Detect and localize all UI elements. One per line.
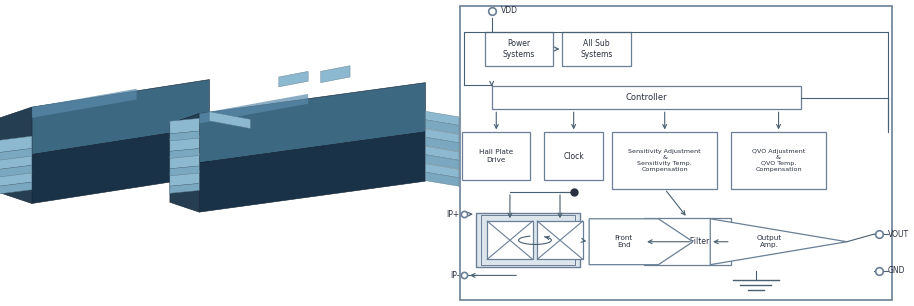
Bar — [544, 132, 603, 180]
Text: Clock: Clock — [563, 151, 584, 161]
Bar — [482, 215, 575, 265]
Polygon shape — [170, 136, 199, 151]
Bar — [460, 6, 892, 300]
Polygon shape — [425, 129, 459, 143]
Text: IP-: IP- — [451, 271, 460, 280]
Bar — [612, 132, 717, 189]
Text: IP+: IP+ — [447, 210, 460, 219]
Polygon shape — [32, 80, 209, 155]
Text: Power
Systems: Power Systems — [503, 39, 536, 59]
Polygon shape — [199, 83, 425, 163]
Bar — [537, 221, 583, 259]
Polygon shape — [321, 66, 350, 83]
Text: Controller: Controller — [626, 93, 667, 103]
Polygon shape — [590, 219, 693, 265]
Bar — [644, 218, 731, 266]
Bar — [476, 214, 580, 267]
Polygon shape — [170, 114, 199, 212]
Polygon shape — [170, 118, 199, 134]
Text: VOUT: VOUT — [887, 230, 909, 239]
Bar — [487, 221, 533, 259]
Bar — [485, 32, 553, 66]
Text: QVO Adjustment
&
QVO Temp.
Compensation: QVO Adjustment & QVO Temp. Compensation — [752, 149, 805, 173]
Polygon shape — [170, 148, 199, 158]
Polygon shape — [199, 94, 308, 123]
Text: Sensitivity Adjustment
&
Sensitivity Temp.
Compensation: Sensitivity Adjustment & Sensitivity Tem… — [629, 149, 701, 173]
Text: Hall Plate
Drive: Hall Plate Drive — [479, 149, 514, 163]
Polygon shape — [279, 71, 308, 87]
Polygon shape — [170, 183, 199, 193]
Polygon shape — [425, 146, 459, 160]
Polygon shape — [710, 219, 847, 265]
Polygon shape — [0, 182, 32, 194]
Bar — [492, 87, 802, 110]
Polygon shape — [0, 148, 32, 161]
Polygon shape — [32, 127, 209, 203]
Polygon shape — [170, 131, 199, 141]
Polygon shape — [0, 136, 32, 153]
Bar — [562, 32, 631, 66]
Text: GND: GND — [887, 266, 906, 275]
Polygon shape — [0, 165, 32, 177]
Polygon shape — [0, 170, 32, 187]
Polygon shape — [425, 155, 459, 169]
Text: VDD: VDD — [501, 6, 518, 15]
Polygon shape — [425, 120, 459, 134]
Polygon shape — [170, 153, 199, 169]
Polygon shape — [209, 112, 250, 129]
Polygon shape — [0, 153, 32, 170]
Polygon shape — [170, 171, 199, 186]
Polygon shape — [0, 107, 32, 203]
Polygon shape — [425, 164, 459, 178]
Text: Output
Amp.: Output Amp. — [757, 235, 782, 248]
Polygon shape — [170, 166, 199, 176]
Bar — [462, 132, 530, 180]
Bar — [731, 132, 826, 189]
Polygon shape — [32, 89, 136, 118]
Polygon shape — [425, 137, 459, 151]
Text: Front
End: Front End — [614, 235, 632, 248]
Text: All Sub
Systems: All Sub Systems — [580, 39, 612, 59]
Polygon shape — [199, 132, 425, 212]
Polygon shape — [425, 111, 459, 125]
Text: Notch Filter: Notch Filter — [665, 237, 709, 246]
Polygon shape — [425, 172, 459, 186]
